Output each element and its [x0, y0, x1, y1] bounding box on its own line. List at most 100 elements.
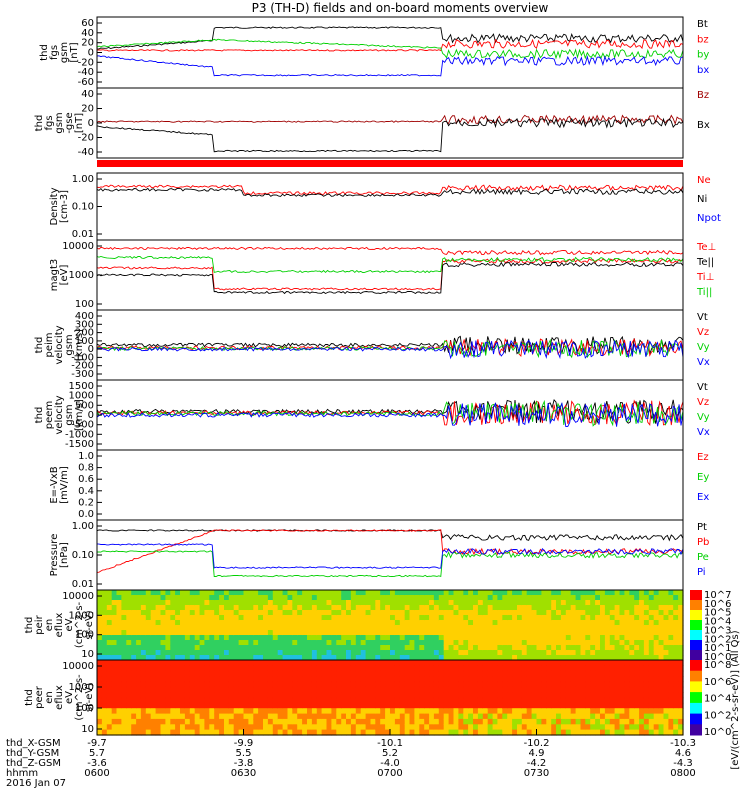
spectrogram-cell [634, 650, 640, 656]
spectrogram-cell [136, 729, 142, 736]
panel-ylabel-line: thd [34, 407, 45, 424]
spectrogram-cell [678, 692, 684, 699]
spectrogram-cell [267, 665, 274, 672]
spectrogram-cell [272, 729, 279, 736]
spectrogram-cell [580, 655, 586, 661]
spectrogram-cell [531, 729, 538, 736]
spectrogram-cell [355, 630, 362, 636]
spectrogram-cell [678, 670, 684, 677]
spectrogram-cell [424, 692, 430, 699]
spectrogram-cell [121, 692, 127, 699]
spectrogram-cell [614, 615, 621, 621]
spectrogram-cell [307, 600, 313, 606]
spectrogram-cell [609, 630, 616, 636]
spectrogram-cell [136, 724, 142, 731]
y-tick-label: 10000 [62, 241, 94, 252]
spectrogram-cell [287, 625, 293, 631]
spectrogram-cell [399, 625, 406, 631]
spectrogram-cell [97, 630, 103, 636]
x-tick-label: 0700 [377, 768, 402, 779]
spectrogram-cell [258, 605, 264, 611]
spectrogram-cell [463, 595, 469, 601]
spectrogram-cell [526, 590, 533, 596]
spectrogram-cell [678, 630, 684, 636]
spectrogram-cell [546, 686, 552, 693]
spectrogram-cell [380, 713, 386, 720]
spectrogram-cell [580, 718, 586, 725]
spectrogram-cell [326, 625, 332, 631]
spectrogram-cell [438, 645, 445, 651]
spectrogram-cell [380, 635, 386, 641]
spectrogram-cell [360, 724, 367, 731]
spectrogram-cell [639, 670, 645, 677]
spectrogram-cell [292, 692, 298, 699]
spectrogram-cell [429, 650, 435, 656]
spectrogram-cell [233, 615, 240, 621]
spectrogram-cell [336, 605, 342, 611]
spectrogram-cell [502, 630, 508, 636]
spectrogram-cell [404, 655, 411, 661]
spectrogram-cell [634, 620, 640, 626]
spectrogram-cell [624, 686, 630, 693]
spectrogram-cell [653, 640, 660, 646]
spectrogram-cell [121, 713, 127, 720]
spectrogram-cell [326, 630, 332, 636]
spectrogram-cell [463, 640, 469, 646]
spectrogram-cell [609, 640, 616, 646]
spectrogram-cell [560, 686, 567, 693]
spectrogram-cell [375, 665, 381, 672]
spectrogram-cell [448, 718, 455, 725]
spectrogram-cell [419, 590, 425, 596]
spectrogram-cell [214, 605, 220, 611]
spectrogram-cell [297, 620, 303, 626]
spectrogram-cell [121, 655, 127, 661]
spectrogram-cell [341, 645, 347, 651]
panel-ylabel-line: en [44, 691, 55, 704]
spectrogram-cell [507, 600, 513, 606]
x-tick-label: 5.7 [89, 748, 105, 759]
spectrogram-cell [277, 670, 284, 677]
spectrogram-cell [346, 595, 352, 601]
spectrogram-cell [341, 595, 347, 601]
spectrogram-cell [482, 729, 489, 736]
spectrogram-cell [629, 635, 635, 641]
spectrogram-cell [106, 610, 113, 616]
spectrogram-cell [258, 729, 264, 736]
spectrogram-cell [311, 635, 318, 641]
spectrogram-cell [556, 718, 562, 725]
spectrogram-cell [560, 665, 567, 672]
spectrogram-cell [165, 660, 171, 666]
spectrogram-cell [551, 635, 557, 641]
spectrogram-cell [468, 660, 474, 666]
spectrogram-cell [336, 660, 342, 666]
spectrogram-cell [648, 713, 655, 720]
spectrogram-cell [614, 681, 621, 688]
spectrogram-cell [111, 620, 118, 626]
spectrogram-cell [521, 590, 528, 596]
spectrogram-cell [429, 686, 435, 693]
spectrogram-cell [424, 590, 430, 596]
spectrogram-cell [160, 724, 166, 731]
spectrogram-cell [170, 729, 176, 736]
spectrogram-cell [307, 665, 313, 672]
spectrogram-cell [575, 645, 582, 651]
spectrogram-cell [424, 605, 430, 611]
spectrogram-cell [97, 681, 103, 688]
spectrogram-cell [653, 595, 660, 601]
spectrogram-cell [648, 635, 655, 641]
spectrogram-cell [316, 729, 323, 736]
spectrogram-cell [277, 660, 284, 666]
spectrogram-cell [355, 676, 362, 683]
spectrogram-cell [541, 692, 547, 699]
spectrogram-cell [404, 635, 411, 641]
spectrogram-cell [126, 635, 132, 641]
spectrogram-cell [160, 676, 166, 683]
spectrogram-cell [609, 620, 616, 626]
spectrogram-cell [414, 697, 420, 704]
spectrogram-cell [580, 630, 586, 636]
spectrogram-cell [526, 645, 533, 651]
spectrogram-cell [541, 605, 547, 611]
spectrogram-cell [639, 724, 645, 731]
spectrogram-cell [394, 600, 401, 606]
spectrogram-cell [380, 620, 386, 626]
